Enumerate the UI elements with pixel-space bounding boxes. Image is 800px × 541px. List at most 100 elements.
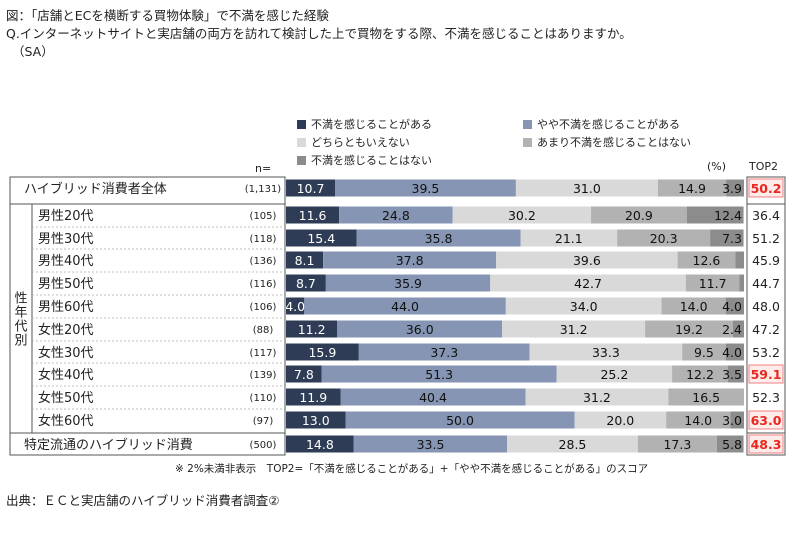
legend-item-4: あまり不満を感じることはない: [523, 134, 691, 150]
data-label: 37.3: [430, 345, 458, 360]
legend-swatch: [297, 137, 306, 147]
bar-segment: [286, 274, 326, 292]
top2-value: 44.7: [752, 276, 780, 291]
top2-value: 36.4: [752, 208, 780, 223]
category-label: 男性50代: [38, 277, 94, 292]
bar-segment: [507, 435, 638, 453]
category-label: 女性40代: [38, 367, 94, 383]
bar-segment: [529, 343, 683, 361]
data-label: 42.7: [574, 276, 602, 291]
bar-segment: [339, 206, 453, 224]
legend-item-5: 不満を感じることはない: [297, 152, 432, 168]
data-label: 14.0: [680, 299, 708, 314]
bar-segment: [286, 365, 322, 383]
bar-segment: [727, 365, 744, 383]
bar-segment: [661, 297, 726, 315]
legend-item-3: どちらともいえない: [297, 134, 410, 150]
bar-segment: [358, 343, 530, 361]
legend-label: やや不満を感じることがある: [537, 118, 680, 131]
data-label: 33.5: [417, 437, 445, 452]
bar-segment: [286, 320, 338, 338]
bar-segment: [591, 206, 687, 224]
category-label: 男性30代: [38, 232, 94, 247]
bar-segment: [286, 179, 336, 197]
data-label: 2.4: [722, 322, 742, 337]
data-label: 8.1: [295, 253, 315, 268]
bar-segment: [286, 297, 305, 315]
data-label: 11.7: [699, 276, 727, 291]
top2-value: 52.3: [752, 390, 780, 405]
bar-segment: [502, 320, 646, 338]
bar-segment: [452, 206, 592, 224]
data-label: 31.0: [573, 181, 601, 196]
bar-segment: [505, 297, 662, 315]
data-label: 51.3: [425, 367, 453, 382]
data-label: 11.6: [299, 208, 327, 223]
data-label: 10.7: [297, 181, 325, 196]
bar-segment: [496, 251, 678, 269]
top2-column-frame: [746, 176, 786, 456]
data-label: 7.3: [722, 231, 742, 246]
data-label: 14.0: [684, 413, 712, 428]
bar-segment: [337, 320, 503, 338]
data-label: 34.0: [570, 299, 598, 314]
data-label: 24.8: [382, 208, 410, 223]
bar-segment: [574, 411, 667, 429]
bar-segment: [286, 343, 359, 361]
bar-segment: [710, 229, 744, 247]
answer-type: （SA）: [12, 44, 54, 59]
data-label: 39.6: [573, 253, 601, 268]
n-count-label: (110): [250, 393, 277, 404]
data-label: 12.4: [714, 208, 742, 223]
data-label: 5.8: [722, 437, 742, 452]
bar-segment: [666, 411, 731, 429]
category-label: 男性60代: [38, 300, 94, 315]
data-label: 20.9: [625, 208, 653, 223]
bar-segment: [617, 229, 711, 247]
bar-segment: [726, 179, 744, 197]
bar-segment: [323, 251, 497, 269]
percent-unit: (%): [707, 160, 727, 173]
data-label: 28.5: [559, 437, 587, 452]
data-label: 37.8: [396, 253, 424, 268]
bar-segment: [657, 179, 727, 197]
n-count-label: (106): [250, 302, 277, 313]
data-label: 35.9: [394, 276, 422, 291]
top2-value: 53.2: [752, 345, 780, 360]
category-label: 男性40代: [38, 254, 94, 269]
data-label: 25.2: [600, 367, 628, 382]
legend-label: あまり不満を感じることはない: [537, 136, 691, 149]
bar-segment: [325, 274, 491, 292]
data-label: 8.7: [296, 276, 316, 291]
bar-segment: [556, 365, 673, 383]
bar-segment: [637, 435, 717, 453]
data-label: 15.9: [308, 345, 336, 360]
footnote: ※ 2%未満非表示 TOP2=「不満を感じることがある」+「やや不満を感じること…: [175, 463, 649, 475]
legend-item-2: やや不満を感じることがある: [523, 116, 680, 132]
top2-value: 59.1: [751, 367, 782, 382]
legend-label: 不満を感じることがある: [311, 118, 432, 131]
data-label: 35.8: [425, 231, 453, 246]
bar-segment: [490, 274, 686, 292]
top2-value: 47.2: [752, 322, 780, 337]
bar-segment: [286, 435, 354, 453]
data-label: 36.0: [406, 322, 434, 337]
bar-segment: [353, 435, 508, 453]
top2-value: 48.0: [752, 299, 780, 314]
bar-segment: [286, 206, 340, 224]
bar-segment: [321, 365, 557, 383]
bar-segment: [304, 297, 506, 315]
data-label: 3.0: [722, 413, 742, 428]
bar-segment: [286, 411, 346, 429]
bar-segment: [340, 388, 526, 406]
bar-segment: [716, 435, 744, 453]
top2-value: 51.2: [752, 231, 780, 246]
top2-highlight-box: [748, 364, 784, 384]
n-header: n=: [255, 162, 272, 175]
data-label: 11.9: [299, 390, 327, 405]
bar-segment: [520, 229, 618, 247]
legend-swatch: [297, 119, 306, 129]
n-count-label: (97): [253, 416, 274, 427]
data-label: 20.3: [650, 231, 678, 246]
